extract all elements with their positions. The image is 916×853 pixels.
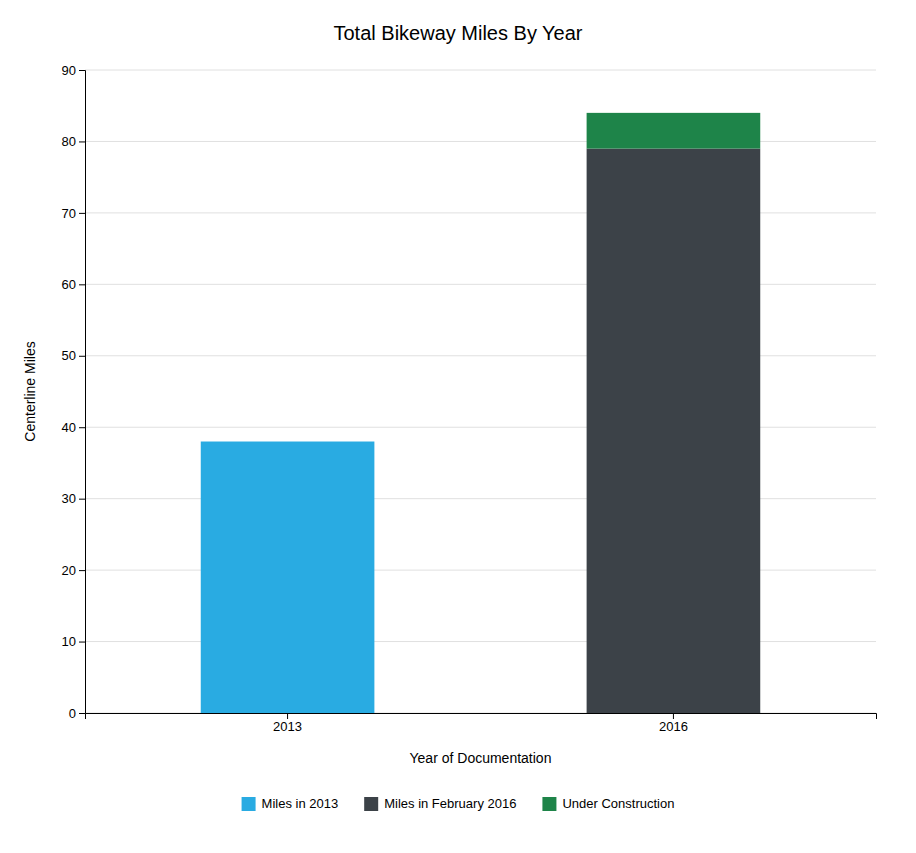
grid — [85, 70, 876, 713]
y-tick-mark — [79, 570, 85, 571]
legend-label: Miles in February 2016 — [384, 796, 516, 811]
legend-label: Miles in 2013 — [262, 796, 339, 811]
y-tick-label: 80 — [62, 134, 76, 149]
title: Total Bikeway Miles By Year — [333, 22, 582, 44]
chart: 0 10 20 30 40 50 60 70 80 90 2013 2016 Total Bikeway… — [0, 0, 916, 853]
x-tick: 2013 — [273, 713, 302, 734]
legend-swatch — [242, 797, 256, 811]
y-tick: 0 — [69, 706, 85, 721]
y-tick-label: 20 — [62, 563, 76, 578]
bars — [201, 113, 760, 713]
y-tick-mark — [79, 427, 85, 428]
x-tick-label: 2013 — [273, 719, 302, 734]
y-tick: 40 — [62, 420, 85, 435]
x-tick: 2016 — [659, 713, 688, 734]
legend-label: Under Construction — [562, 796, 674, 811]
legend-swatch — [364, 797, 378, 811]
y-tick-mark — [79, 70, 85, 71]
legend: Miles in 2013 Miles in February 2016 Under… — [242, 796, 675, 811]
y-tick-mark — [79, 713, 85, 714]
x-axis: 2013 2016 — [86, 713, 877, 734]
y-tick-label: 50 — [62, 348, 76, 363]
x-tick-mark — [287, 713, 288, 719]
legend-item: Miles in 2013 — [242, 796, 339, 811]
x-tick-label: 2016 — [659, 719, 688, 734]
y-tick-label: 30 — [62, 491, 76, 506]
y-tick-mark — [79, 213, 85, 214]
y-axis-line — [79, 71, 86, 714]
y-tick-mark — [79, 499, 85, 500]
y-tick-mark — [79, 284, 85, 285]
bar — [587, 149, 761, 713]
y-tick-mark — [79, 141, 85, 142]
legend-swatch — [542, 797, 556, 811]
y-axis: 0 10 20 30 40 50 60 70 80 90 — [62, 63, 86, 721]
y-tick-mark — [79, 356, 85, 357]
y-axis-title: Centerline Miles — [22, 341, 38, 441]
y-tick: 60 — [62, 277, 85, 292]
y-tick: 90 — [62, 63, 85, 78]
y-tick: 30 — [62, 491, 85, 506]
x-axis-line — [86, 714, 877, 720]
bar — [201, 442, 375, 713]
x-axis-title: Year of Documentation — [410, 750, 552, 766]
grid-line — [85, 70, 876, 71]
y-tick: 50 — [62, 348, 85, 363]
legend-item: Miles in February 2016 — [364, 796, 516, 811]
y-tick-label: 40 — [62, 420, 76, 435]
x-tick-mark — [673, 713, 674, 719]
y-tick: 20 — [62, 563, 85, 578]
y-tick: 70 — [62, 206, 85, 221]
legend-item: Under Construction — [542, 796, 674, 811]
y-tick: 10 — [62, 634, 85, 649]
plot: 0 10 20 30 40 50 60 70 80 90 2013 2016 — [62, 63, 877, 735]
y-tick: 80 — [62, 134, 85, 149]
y-tick-mark — [79, 642, 85, 643]
bar — [587, 113, 761, 149]
y-tick-label: 10 — [62, 634, 76, 649]
y-tick-label: 60 — [62, 277, 76, 292]
y-tick-label: 70 — [62, 206, 76, 221]
y-tick-label: 0 — [69, 706, 76, 721]
y-tick-label: 90 — [62, 63, 76, 78]
